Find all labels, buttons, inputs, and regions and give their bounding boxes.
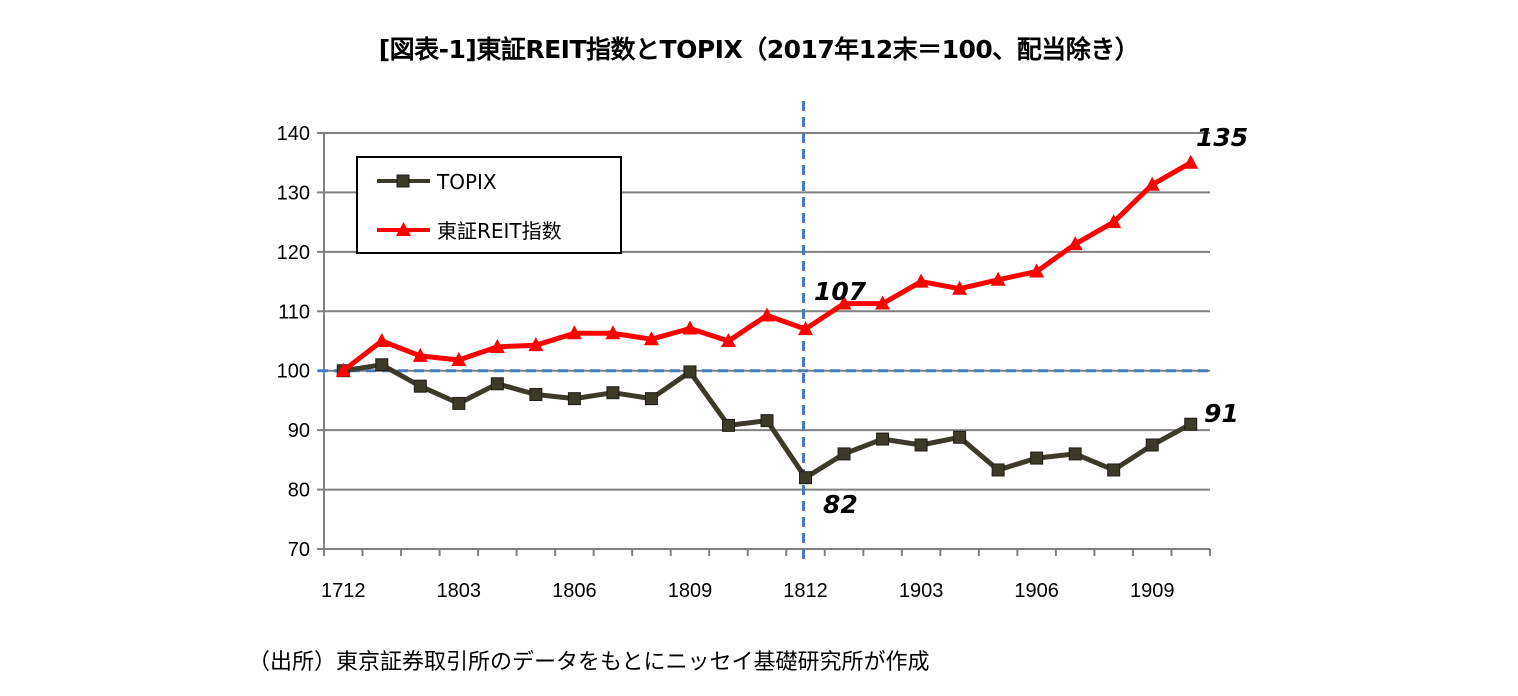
legend-reit-label: 東証REIT指数: [437, 219, 562, 243]
y-tick-label-130: 130: [277, 182, 310, 204]
y-tick-label-140: 140: [277, 123, 310, 145]
legend-box: [356, 156, 622, 254]
topix-point-1806: [567, 392, 581, 406]
reit-point-1906: [1029, 263, 1045, 278]
label-topix-mid: 82: [823, 490, 858, 519]
reit-point-1910: [1183, 154, 1199, 169]
y-tick-label-120: 120: [277, 242, 310, 264]
topix-point-1905: [991, 463, 1005, 477]
reit-point-1812: [798, 321, 814, 336]
y-tick-label-100: 100: [277, 361, 310, 383]
reit-point-1810: [720, 333, 736, 347]
label-reit-end: 135: [1196, 123, 1248, 152]
topix-point-1903: [914, 438, 928, 452]
topix-point-1907: [1068, 447, 1082, 461]
topix-point-1904: [953, 430, 967, 444]
x-tick-label-1809: 1809: [668, 580, 713, 602]
legend-reit-marker: [396, 222, 411, 236]
topix-point-1808: [644, 392, 658, 406]
y-tick-label-80: 80: [288, 480, 310, 502]
topix-point-1906: [1030, 451, 1044, 465]
topix-point-1902: [876, 432, 890, 446]
reit-point-1907: [1067, 236, 1083, 251]
reit-point-1904: [952, 280, 968, 295]
topix-point-1901: [837, 447, 851, 461]
reit-point-1808: [643, 331, 659, 346]
reit-point-1801: [374, 333, 390, 347]
reit-point-1908: [1106, 214, 1122, 229]
topix-point-1910: [1184, 417, 1198, 431]
reit-point-1902: [875, 295, 891, 310]
topix-point-1804: [490, 377, 504, 391]
label-topix-end: 91: [1204, 399, 1239, 428]
topix-point-1812: [799, 471, 813, 485]
reit-point-1909: [1144, 176, 1160, 191]
y-tick-label-90: 90: [288, 420, 310, 442]
reit-point-1809: [682, 320, 698, 335]
legend: TOPIX 東証REIT指数: [356, 156, 622, 254]
x-tick-label-1812: 1812: [783, 580, 828, 602]
y-tick-label-70: 70: [288, 539, 310, 561]
axes: 70 80 90 100 110 120 130 140 1712 1803 1806 1809 181…: [277, 123, 1211, 602]
x-tick-label-1906: 1906: [1014, 580, 1059, 602]
topix-point-1802: [413, 379, 427, 393]
x-tick-label-1903: 1903: [899, 580, 944, 602]
topix-point-1908: [1107, 463, 1121, 477]
legend-topix-label: TOPIX: [436, 170, 497, 194]
x-tick-label-1712: 1712: [321, 580, 366, 602]
reit-point-1802: [412, 347, 428, 362]
reit-point-1903: [913, 273, 929, 288]
reit-point-1901: [836, 295, 852, 310]
chart-title: [図表-1]東証REIT指数とTOPIX（2017年12末＝100、配当除き）: [378, 35, 1140, 64]
x-tick-label-1909: 1909: [1130, 580, 1175, 602]
reit-point-1905: [990, 271, 1006, 286]
x-tick-label-1806: 1806: [552, 580, 597, 602]
label-reit-mid: 107: [814, 277, 867, 306]
topix-point-1909: [1145, 438, 1159, 452]
topix-point-1805: [529, 387, 543, 401]
reit-point-1806: [566, 325, 582, 340]
topix-point-1801: [375, 358, 389, 372]
reit-point-1807: [605, 325, 621, 340]
source-note: （出所）東京証券取引所のデータをもとにニッセイ基礎研究所が作成: [248, 650, 930, 675]
reit-point-1804: [489, 338, 505, 353]
reit-point-1803: [451, 352, 467, 367]
y-tick-label-110: 110: [278, 301, 310, 323]
topix-point-1810: [721, 418, 735, 432]
reit-point-1712: [335, 362, 351, 377]
reit-point-1811: [759, 307, 775, 322]
topix-point-1811: [760, 414, 774, 428]
reit-point-1805: [528, 337, 544, 352]
topix-point-1809: [683, 365, 697, 379]
series-lines: [335, 154, 1199, 485]
x-tick-label-1803: 1803: [437, 580, 482, 602]
topix-point-1807: [606, 386, 620, 400]
data-labels: 135 107 82 91: [814, 123, 1248, 519]
legend-topix-marker: [396, 174, 410, 188]
topix-point-1803: [452, 396, 466, 410]
